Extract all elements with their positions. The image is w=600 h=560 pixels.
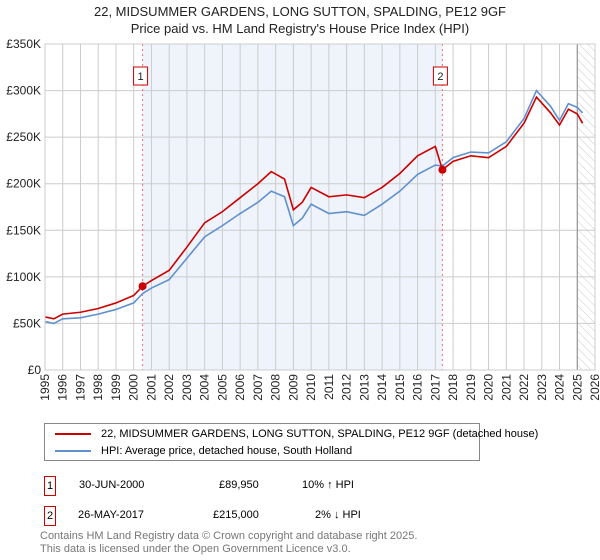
- x-tick-label: 2015: [393, 374, 407, 401]
- property-price-line: [44, 95, 584, 320]
- footer: Contains HM Land Registry data © Crown c…: [40, 530, 417, 556]
- x-tick-label: 2013: [357, 374, 371, 401]
- x-tick-label: 1998: [91, 374, 105, 401]
- x-tick-label: 2021: [499, 374, 513, 401]
- sale-hpi-diff: 2% ↓ HPI: [315, 509, 361, 521]
- x-tick-label: 2010: [304, 374, 318, 401]
- y-tick-label: £0: [28, 363, 42, 377]
- x-tick-label: 2011: [322, 374, 336, 400]
- chart-subtitle: Price paid vs. HM Land Registry's House …: [130, 21, 470, 36]
- x-tick-label: 1996: [56, 374, 70, 401]
- x-tick-label: 2009: [286, 374, 300, 401]
- x-tick-label: 2026: [588, 374, 600, 401]
- x-tick-label: 2004: [198, 374, 212, 401]
- x-tick-label: 2022: [517, 374, 531, 401]
- x-tick-label: 2020: [482, 374, 496, 401]
- y-tick-label: £350K: [6, 37, 41, 51]
- legend: 22, MIDSUMMER GARDENS, LONG SUTTON, SPAL…: [44, 423, 538, 461]
- footer-copyright: Contains HM Land Registry data © Crown c…: [40, 530, 418, 542]
- sale-price: £89,950: [219, 479, 259, 491]
- x-tick-label: 2001: [144, 374, 158, 401]
- sale-label-box: [133, 66, 149, 86]
- sale-point: [138, 282, 147, 291]
- y-tick-label: £250K: [6, 130, 41, 144]
- y-tick-label: £300K: [6, 84, 41, 98]
- x-tick-label: 2005: [215, 374, 229, 401]
- x-tick-label: 2012: [340, 374, 354, 401]
- sale-row-2: 2 26-MAY-2017 £215,000 2% ↓ HPI: [44, 506, 444, 526]
- x-tick-label: 1995: [38, 374, 52, 401]
- sale-price: £215,000: [213, 509, 259, 521]
- y-tick-label: £200K: [6, 177, 41, 191]
- legend-swatch-property: [55, 433, 91, 435]
- legend-swatch-hpi: [55, 450, 91, 452]
- sale-label: 2: [437, 71, 443, 83]
- forecast-hatch: [577, 44, 595, 370]
- x-tick-label: 1997: [73, 374, 87, 401]
- sale-badge: 1: [44, 476, 56, 496]
- x-tick-label: 2000: [127, 374, 141, 401]
- legend-label-hpi: HPI: Average price, detached house, Sout…: [101, 445, 353, 457]
- x-tick-label: 2002: [162, 374, 176, 401]
- x-tick-label: 2006: [233, 374, 247, 401]
- x-tick-label: 2019: [464, 374, 478, 401]
- sale-label-box: [432, 66, 448, 86]
- price-chart: 1995 1996 1997 1998 1999 2000 2001 2002 2003 2004…: [6, 37, 600, 401]
- x-tick-label: 2008: [269, 374, 283, 401]
- y-tick-label: £50K: [13, 316, 41, 330]
- sale-label: 1: [138, 71, 144, 83]
- sale-badge: 2: [44, 506, 56, 526]
- hpi-line: [44, 89, 584, 325]
- y-tick-label: £100K: [6, 270, 41, 284]
- x-tick-label: 2017: [428, 374, 442, 401]
- sale-point: [438, 165, 447, 174]
- plot-border: [44, 43, 596, 371]
- chart-title: 22, MIDSUMMER GARDENS, LONG SUTTON, SPAL…: [94, 4, 506, 19]
- x-tick-label: 2018: [446, 374, 460, 401]
- sale-date: 30-JUN-2000: [79, 479, 145, 491]
- x-tick-label: 2016: [411, 374, 425, 401]
- x-tick-label: 2024: [553, 374, 567, 401]
- legend-label-property: 22, MIDSUMMER GARDENS, LONG SUTTON, SPAL…: [101, 428, 539, 440]
- y-tick-label: £150K: [6, 223, 41, 237]
- x-tick-label: 1999: [109, 374, 123, 401]
- x-tick-label: 2007: [251, 374, 265, 401]
- sale-date: 26-MAY-2017: [78, 509, 145, 521]
- footer-licence: This data is licensed under the Open Gov…: [40, 543, 351, 555]
- sale-hpi-diff: 10% ↑ HPI: [302, 479, 354, 491]
- x-tick-label: 2023: [535, 374, 549, 401]
- x-tick-label: 2003: [180, 374, 194, 401]
- x-tick-label: 2025: [570, 374, 584, 401]
- x-tick-label: 2014: [375, 374, 389, 401]
- sale-row-1: 1 30-JUN-2000 £89,950 10% ↑ HPI: [44, 476, 444, 496]
